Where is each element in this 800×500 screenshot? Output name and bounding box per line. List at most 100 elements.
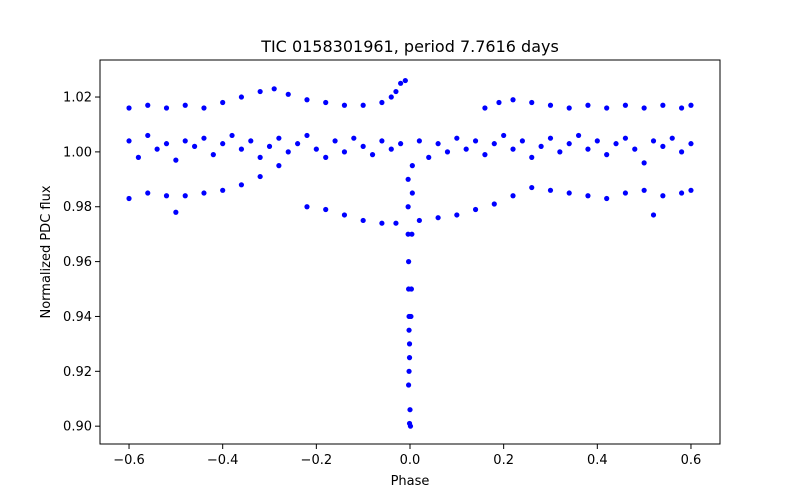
y-tick-label: 0.96	[63, 255, 92, 270]
data-point	[426, 154, 432, 160]
data-point	[276, 135, 282, 141]
data-point	[360, 143, 366, 149]
chart-title: TIC 0158301961, period 7.7616 days	[260, 37, 559, 56]
data-point	[406, 341, 413, 347]
data-point	[191, 143, 198, 149]
data-point	[271, 86, 277, 92]
data-point	[407, 407, 413, 413]
data-point	[285, 149, 291, 155]
data-point	[360, 102, 366, 108]
data-point	[369, 152, 376, 158]
data-point	[529, 99, 535, 106]
data-point	[650, 212, 657, 218]
data-point	[622, 190, 629, 196]
data-point	[406, 327, 412, 333]
data-point	[435, 141, 441, 147]
data-point	[173, 209, 179, 215]
data-point	[323, 154, 329, 160]
data-point	[650, 138, 657, 144]
data-point	[406, 382, 412, 388]
data-point	[341, 149, 348, 155]
data-point	[304, 204, 310, 210]
data-point	[679, 190, 685, 196]
y-tick-label: 0.92	[63, 365, 92, 380]
data-point	[341, 212, 348, 218]
data-point	[257, 88, 263, 95]
data-point	[416, 138, 422, 144]
data-point	[566, 190, 572, 196]
data-point	[472, 206, 479, 213]
data-point	[145, 190, 151, 196]
data-point	[266, 143, 273, 149]
data-point	[304, 132, 310, 139]
x-axis-label: Phase	[391, 474, 430, 489]
data-point	[416, 217, 422, 224]
data-point	[409, 163, 415, 169]
x-tick-label: −0.6	[113, 453, 145, 468]
data-point	[257, 154, 263, 160]
y-tick-label: 0.94	[63, 310, 92, 325]
data-point	[491, 141, 497, 147]
x-tick-label: 0.0	[400, 453, 421, 468]
data-point	[201, 190, 207, 196]
data-point	[126, 195, 132, 202]
data-point	[407, 423, 414, 429]
data-point	[566, 141, 572, 147]
data-point	[351, 135, 357, 141]
data-point	[182, 193, 188, 199]
data-point	[163, 141, 170, 147]
data-point	[173, 157, 179, 163]
data-point	[641, 105, 647, 111]
x-tick-label: −0.4	[207, 453, 239, 468]
data-point	[398, 141, 404, 147]
data-point	[510, 146, 516, 152]
data-point	[575, 132, 582, 139]
data-point	[688, 102, 694, 108]
data-point	[220, 187, 226, 193]
y-tick-label: 1.02	[63, 91, 92, 106]
data-point	[405, 176, 411, 182]
y-tick-label: 1.00	[63, 145, 92, 160]
data-point	[496, 99, 502, 106]
data-point	[604, 195, 610, 202]
data-point	[388, 94, 394, 100]
data-point	[660, 143, 666, 149]
data-point	[409, 190, 415, 196]
data-point	[220, 99, 226, 106]
data-point	[406, 368, 412, 374]
data-point	[238, 94, 245, 100]
data-point	[660, 193, 666, 199]
data-point	[257, 173, 263, 180]
data-point	[585, 102, 591, 108]
data-point	[145, 132, 151, 139]
data-point	[482, 105, 488, 111]
data-point	[360, 217, 366, 224]
data-point	[641, 187, 647, 193]
data-point	[632, 146, 638, 152]
data-point	[341, 102, 348, 108]
data-point	[405, 231, 411, 237]
data-point	[182, 102, 188, 108]
data-point	[295, 141, 301, 147]
data-point	[622, 135, 629, 141]
data-point	[163, 105, 170, 111]
data-point	[519, 138, 525, 144]
data-point	[393, 220, 399, 226]
data-point	[229, 132, 235, 139]
data-point	[379, 220, 385, 226]
data-point	[408, 313, 414, 320]
data-point	[409, 231, 415, 237]
data-point	[547, 102, 554, 108]
data-point	[276, 163, 282, 169]
data-point	[444, 149, 451, 155]
data-point	[126, 138, 132, 144]
data-point	[406, 259, 412, 265]
data-point	[379, 138, 385, 144]
data-point	[660, 102, 666, 108]
data-point	[323, 206, 329, 213]
data-point	[163, 193, 170, 199]
data-point	[622, 102, 629, 108]
x-tick-label: 0.2	[493, 453, 514, 468]
data-point	[679, 105, 685, 111]
